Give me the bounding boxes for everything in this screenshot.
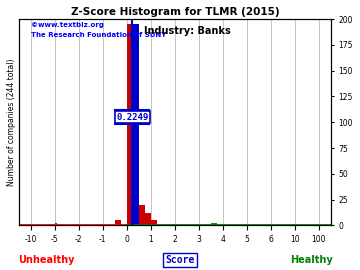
Text: Healthy: Healthy [290,255,333,265]
Bar [211,223,217,225]
Bar [139,205,145,225]
Bar [127,24,133,225]
Bar [55,223,57,225]
Bar [133,24,139,225]
Bar [151,220,157,225]
Text: Score: Score [165,255,195,265]
Text: ©www.textbiz.org: ©www.textbiz.org [31,22,104,28]
Bar [115,220,121,225]
Bar [145,213,151,225]
Title: Z-Score Histogram for TLMR (2015): Z-Score Histogram for TLMR (2015) [71,7,279,17]
Text: The Research Foundation of SUNY: The Research Foundation of SUNY [31,32,166,38]
Y-axis label: Number of companies (244 total): Number of companies (244 total) [7,59,16,186]
Text: 0.2249: 0.2249 [116,113,148,122]
Text: Unhealthy: Unhealthy [19,255,75,265]
Text: Industry: Banks: Industry: Banks [144,26,230,36]
